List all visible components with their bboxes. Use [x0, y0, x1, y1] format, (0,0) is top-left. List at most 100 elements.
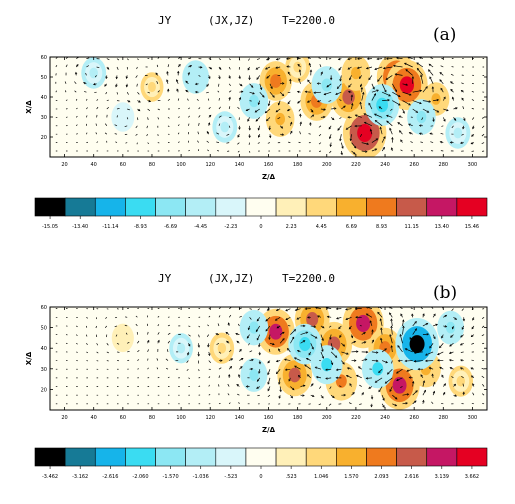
vector-arrowhead	[137, 108, 141, 112]
vector-arrow	[105, 123, 108, 126]
x-tick-label: 300	[468, 415, 478, 421]
vector-arrowhead	[397, 122, 400, 125]
vector-arrowhead	[415, 390, 418, 393]
vector-arrow	[338, 385, 342, 387]
vector-arrow	[297, 100, 301, 104]
vector-arrow	[157, 108, 161, 111]
colorbar-label: 1.046	[314, 474, 328, 480]
vector-arrowhead	[343, 393, 347, 397]
vector-arrowhead	[395, 397, 398, 400]
vector-arrowhead	[424, 353, 428, 356]
heat-blob-core	[350, 66, 361, 80]
vector-arrowhead	[332, 395, 335, 399]
vector-arrow	[114, 316, 118, 319]
vector-arrow	[75, 124, 78, 127]
vector-arrowhead	[413, 351, 417, 354]
colorbar-swatch	[155, 447, 186, 467]
vector-arrow	[86, 132, 88, 135]
vector-arrowhead	[408, 103, 411, 106]
vector-arrow	[116, 66, 119, 70]
vector-arrow	[405, 360, 413, 362]
vector-arrow	[432, 391, 435, 396]
vector-arrow	[106, 58, 110, 61]
vector-arrow	[248, 58, 250, 61]
colorbar-swatch	[125, 197, 156, 217]
vector-arrowhead	[265, 319, 268, 322]
vector-arrowhead	[368, 102, 371, 106]
vector-arrowhead	[346, 367, 350, 370]
vector-arrow	[330, 343, 334, 350]
vector-arrow	[247, 117, 250, 122]
vector-arrow	[167, 125, 170, 128]
vector-arrow	[425, 351, 434, 356]
vector-arrowhead	[325, 377, 328, 380]
vector-arrow	[254, 108, 260, 113]
vector-arrow	[481, 342, 485, 345]
vector-arrowhead	[298, 69, 302, 72]
vector-arrow	[414, 351, 423, 354]
vector-arrow	[318, 125, 322, 128]
vector-arrowhead	[451, 96, 455, 100]
vector-arrowhead	[354, 114, 358, 117]
vector-arrow	[96, 351, 99, 354]
vector-arrowhead	[459, 367, 463, 370]
vector-arrow	[96, 343, 99, 346]
colorbar-label: 8.93	[376, 224, 387, 230]
vector-arrowhead	[226, 340, 229, 344]
vector-arrow	[76, 325, 78, 328]
vector-arrow	[392, 403, 397, 407]
vector-arrowhead	[334, 355, 338, 358]
vector-arrow	[432, 108, 439, 113]
colorbar-label: 3.139	[435, 474, 449, 480]
vector-arrowhead	[345, 375, 349, 378]
vector-arrow	[451, 308, 454, 312]
vector-arrow	[218, 83, 220, 87]
vector-arrowhead	[354, 359, 357, 362]
vector-arrow	[208, 394, 211, 396]
vector-arrowhead	[450, 81, 453, 84]
vector-arrowhead	[461, 97, 464, 101]
vector-arrow	[127, 341, 130, 344]
chart-panel-a: JY (JX,JZ) T=2200.0 (a) 20 40 60 80 100 120 140 160…	[25, 14, 488, 230]
vector-arrowhead	[317, 100, 320, 103]
vector-arrow	[416, 68, 424, 76]
vector-arrowhead	[314, 336, 318, 339]
vector-arrow	[449, 359, 454, 361]
colorbar-label: 13.40	[435, 224, 449, 230]
vector-arrowhead	[433, 313, 436, 317]
vector-arrowhead	[380, 337, 383, 341]
vector-arrowhead	[472, 126, 475, 130]
vector-arrow	[259, 91, 265, 98]
vector-arrow	[290, 336, 295, 344]
vector-arrow	[381, 147, 385, 152]
vector-arrowhead	[328, 126, 332, 130]
vector-arrowhead	[394, 73, 398, 76]
vector-arrow	[400, 307, 403, 309]
vector-arrow	[371, 148, 377, 152]
vector-arrow	[310, 114, 315, 118]
vector-arrowhead	[147, 339, 150, 343]
vector-arrowhead	[314, 366, 318, 369]
vector-arrowhead	[240, 366, 243, 369]
vector-arrowhead	[416, 67, 420, 71]
vector-arrow	[137, 368, 140, 370]
vector-arrow	[95, 123, 97, 126]
x-axis-label: Z/Δ	[262, 173, 276, 181]
vector-arrow	[449, 342, 454, 347]
vector-arrow	[430, 141, 434, 143]
vector-arrow	[432, 117, 435, 122]
vector-arrow	[408, 123, 413, 127]
heat-blob-core	[376, 97, 389, 113]
vector-arrowhead	[341, 146, 344, 149]
vector-arrowhead	[288, 379, 291, 382]
vector-arrowhead	[328, 136, 332, 140]
vector-arrow	[114, 133, 118, 135]
vector-arrow	[325, 368, 332, 371]
vector-arrowhead	[236, 340, 239, 344]
heat-blob-core	[249, 369, 259, 381]
vector-arrow	[357, 66, 362, 69]
vector-arrow	[396, 368, 403, 374]
vector-arrow	[443, 108, 449, 111]
vector-arrow	[386, 115, 393, 118]
vector-arrow	[432, 373, 434, 378]
